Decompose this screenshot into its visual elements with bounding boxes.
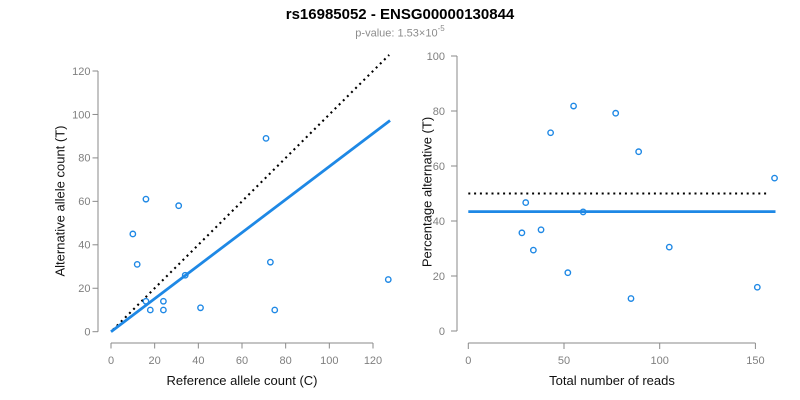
data-point [529, 246, 537, 254]
data-point [771, 174, 778, 182]
data-point [146, 306, 154, 314]
data-point [129, 230, 137, 238]
y-tick-label: 100 [427, 51, 445, 63]
y-tick-label: 0 [439, 326, 445, 338]
y-tick-label: 0 [84, 327, 90, 339]
left-x-axis-title: Reference allele count (C) [166, 373, 318, 388]
figure-title: rs16985052 - ENSG00000130844 [285, 6, 515, 23]
x-tick-label: 20 [149, 355, 161, 367]
data-point [159, 297, 167, 305]
data-point [181, 271, 189, 279]
p-value-exponent: -5 [437, 24, 445, 33]
right-x-axis-title: Total number of reads [549, 373, 675, 388]
y-tick-label: 60 [433, 161, 445, 173]
regression-line [110, 119, 391, 333]
x-tick-label: 60 [236, 355, 248, 367]
y-tick-label: 40 [433, 216, 445, 228]
x-tick-label: 80 [280, 355, 292, 367]
data-point [570, 102, 577, 110]
data-point [537, 226, 545, 234]
data-point [384, 276, 392, 283]
data-point [612, 109, 620, 117]
y-tick-label: 20 [78, 283, 90, 295]
data-point [665, 243, 673, 251]
x-tick-label: 0 [108, 355, 114, 367]
data-point [518, 229, 526, 237]
y-tick-label: 80 [433, 106, 445, 118]
right-y-axis-title: Percentage alternative (T) [419, 116, 435, 268]
data-point [197, 304, 204, 312]
data-point [266, 258, 274, 266]
data-point [271, 306, 279, 314]
x-tick-label: 40 [192, 355, 204, 367]
x-tick-label: 100 [651, 355, 669, 367]
y-tick-label: 80 [78, 153, 90, 165]
data-point [159, 306, 167, 314]
data-point [262, 134, 270, 142]
data-point [635, 148, 643, 156]
data-point [564, 269, 572, 277]
data-point [142, 297, 150, 305]
data-point [579, 208, 587, 216]
data-point [627, 295, 635, 302]
y-tick-label: 120 [72, 66, 90, 78]
y-tick-label: 100 [72, 109, 90, 121]
data-point [133, 260, 141, 268]
right-plot-panel: 0 20 40 60 80 100 0 50 100 150 [427, 51, 778, 367]
data-point [175, 202, 183, 210]
left-y-axis-title: Alternative allele count (T) [52, 125, 68, 277]
data-point [753, 283, 761, 291]
y-tick-label: 60 [78, 196, 90, 208]
left-plot-panel: 0 20 40 60 80 100 120 0 20 40 60 80 100 120 [72, 54, 392, 367]
y-tick-label: 20 [433, 271, 445, 283]
x-tick-label: 150 [746, 355, 764, 367]
data-point [547, 129, 555, 137]
y-tick-label: 40 [78, 240, 90, 252]
identity-line [112, 54, 390, 331]
x-tick-label: 50 [558, 355, 570, 367]
data-point [142, 195, 150, 203]
p-value-text: p-value: 1.53×10 [355, 27, 438, 40]
x-tick-label: 100 [320, 355, 338, 367]
x-tick-label: 0 [465, 355, 471, 367]
figure-subtitle: p-value: 1.53×10-5 [0, 24, 800, 40]
data-point [522, 199, 530, 206]
x-tick-label: 120 [364, 355, 382, 367]
